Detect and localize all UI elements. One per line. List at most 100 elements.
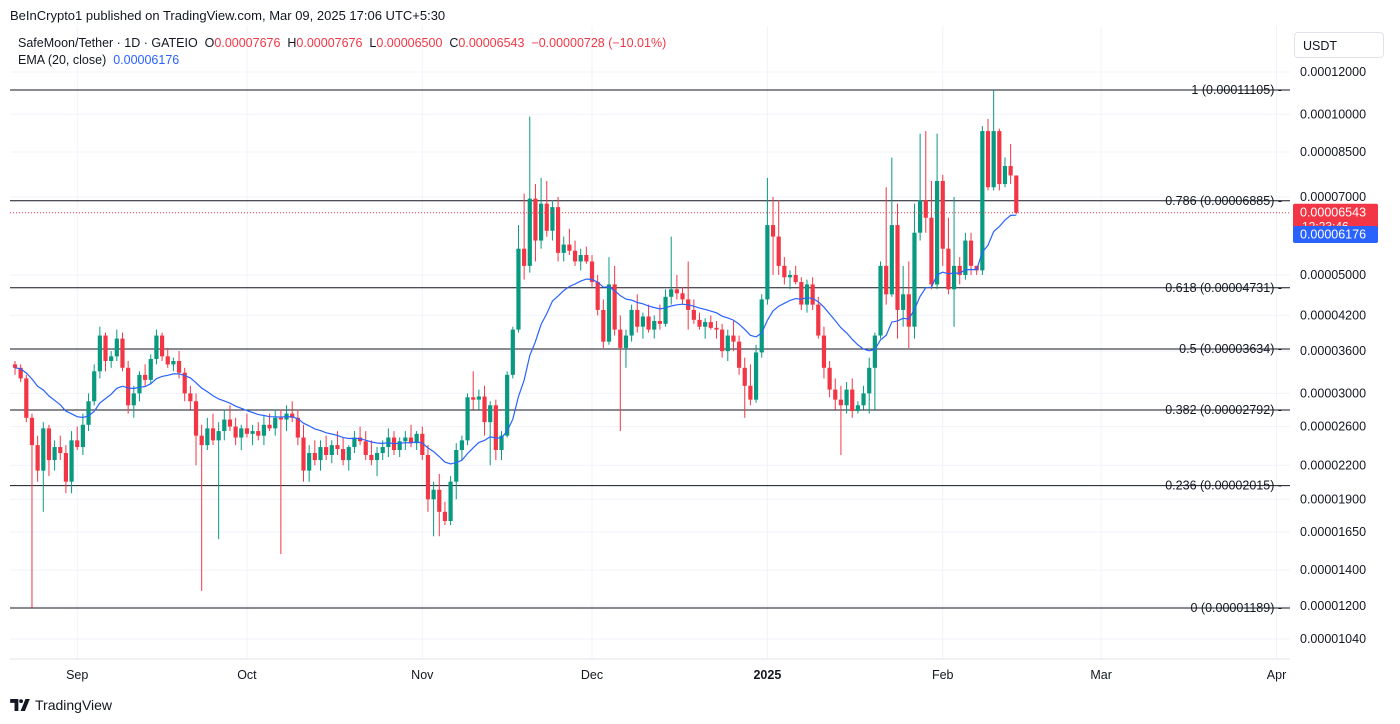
candle-body <box>29 417 35 446</box>
price-tick-label: 0.00007000 <box>1300 190 1366 204</box>
candle-body <box>210 428 216 441</box>
candle-body <box>821 335 827 368</box>
candle-body <box>799 282 804 305</box>
candle-body <box>482 396 487 423</box>
candle-body <box>589 261 595 283</box>
candle-body <box>629 309 634 336</box>
candle-body <box>770 225 776 237</box>
candle-body <box>273 417 278 429</box>
price-tick-label: 0.00001650 <box>1300 525 1366 539</box>
candle-body <box>114 338 119 357</box>
legend-high-label: H <box>287 36 297 50</box>
candle-body <box>471 397 476 400</box>
candle-body <box>787 274 793 278</box>
candle-body <box>997 131 1002 185</box>
candle-body <box>946 248 951 290</box>
candle-body <box>35 445 40 471</box>
candle-body <box>725 335 730 352</box>
candle-body <box>934 180 940 285</box>
fib-level-label: 0.236 (0.00002015) - <box>1165 479 1282 493</box>
candle-body <box>889 225 894 295</box>
fibonacci-levels: 1 (0.00011105) - 0.786 (0.00006885) - 0.61… <box>10 83 1290 615</box>
candle-body <box>459 440 465 451</box>
candle-body <box>929 217 934 285</box>
candle-body <box>126 367 131 406</box>
candle-body <box>80 424 85 448</box>
candle-body <box>250 431 255 434</box>
price-tick-label: 0.00002200 <box>1300 458 1366 472</box>
candle-body <box>227 419 233 427</box>
legend-low-value: 0.00006500 <box>376 36 443 50</box>
candle-body <box>131 393 136 406</box>
candle-body <box>205 428 210 446</box>
candle-body <box>261 424 267 436</box>
candle-body <box>623 335 629 348</box>
candle-body <box>499 435 504 451</box>
candle-body <box>572 250 578 262</box>
price-tick-label: 0.00003600 <box>1300 344 1366 358</box>
legend-symbol[interactable]: SafeMoon/Tether · 1D · GATEIO <box>18 36 198 50</box>
candle-body <box>753 352 759 400</box>
candle-body <box>18 367 23 379</box>
candle-body <box>352 437 357 448</box>
candle-body <box>901 294 906 310</box>
candle-body <box>923 200 928 218</box>
candle-body <box>584 254 589 262</box>
candle-body <box>884 265 889 295</box>
candle-body <box>618 329 623 348</box>
ema-line-layer <box>14 214 1017 465</box>
candle-body <box>465 397 470 441</box>
candle-body <box>510 329 515 375</box>
price-axis[interactable]: 0.00012000 0.00010000 0.00008500 0.00007000… <box>1300 65 1366 646</box>
candle-body <box>720 329 725 352</box>
candle-body <box>674 289 679 294</box>
candle-body <box>454 450 459 482</box>
candle-body <box>244 428 250 434</box>
legend-ema-row[interactable]: EMA (20, close) 0.00006176 <box>18 52 666 69</box>
candle-body <box>233 426 238 438</box>
candle-body <box>403 437 408 442</box>
legend-high-value: 0.00007676 <box>296 36 363 50</box>
candle-body <box>663 296 668 324</box>
candle-body <box>855 405 860 412</box>
legend-low-label: L <box>369 36 377 50</box>
candle-body <box>669 289 674 297</box>
candle-body <box>182 372 187 394</box>
candle-body <box>176 360 182 373</box>
candle-body <box>120 338 125 368</box>
candle-body <box>918 200 923 233</box>
last-price-value: 0.00006543 <box>1300 206 1366 220</box>
candle-body <box>708 322 713 328</box>
tradingview-logo-icon <box>10 699 30 711</box>
candle-body <box>516 248 521 330</box>
candle-body <box>533 198 538 241</box>
candle-body <box>963 240 968 275</box>
candle-body <box>437 489 442 512</box>
currency-selector[interactable]: USDT <box>1294 32 1384 58</box>
candle-body <box>1008 166 1013 176</box>
candle-body <box>697 319 702 327</box>
fib-level-label: 0.618 (0.00004731) - <box>1165 281 1282 295</box>
candle-body <box>555 207 561 253</box>
candle-body <box>522 248 527 266</box>
time-axis[interactable]: Sep Oct Nov Dec 2025 Feb Mar Apr <box>66 668 1286 682</box>
candle-body <box>329 445 334 455</box>
publish-info: BeInCrypto1 published on TradingView.com… <box>10 8 446 23</box>
candle-body <box>838 399 844 406</box>
candle-body <box>239 428 244 438</box>
candle-body <box>488 405 493 423</box>
candle-body <box>442 511 448 522</box>
candle-body <box>606 284 612 342</box>
price-tick-label: 0.00010000 <box>1300 107 1366 121</box>
candle-body <box>346 447 351 461</box>
candle-body <box>188 393 193 402</box>
tradingview-brand[interactable]: TradingView <box>10 697 112 713</box>
candle-body <box>12 364 18 368</box>
candle-body <box>782 265 787 278</box>
candle-body <box>476 396 481 400</box>
candle-body <box>137 374 142 394</box>
candle-body <box>759 299 764 353</box>
candle-body <box>567 244 572 251</box>
candle-body <box>736 341 742 368</box>
